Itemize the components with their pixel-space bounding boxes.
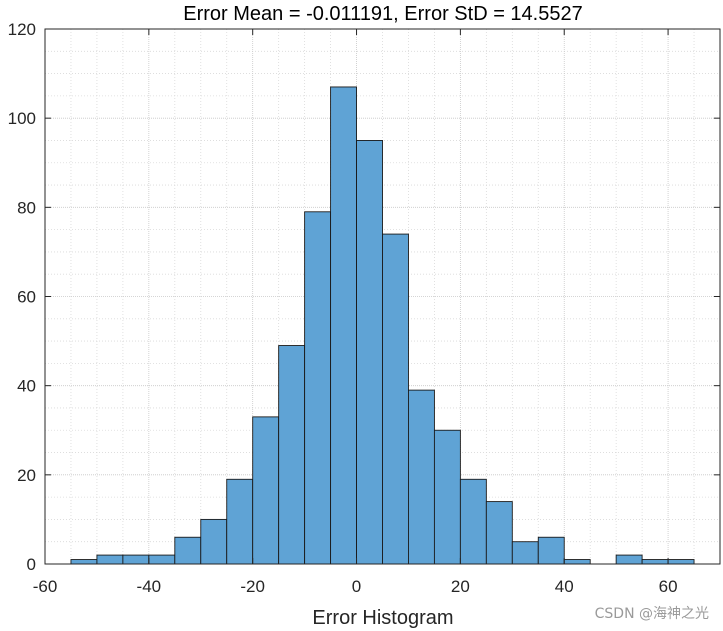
x-tick-label: -20 [240, 577, 265, 596]
y-tick-label: 100 [8, 109, 36, 128]
histogram-bars [70, 86, 695, 565]
x-tick-label: 60 [659, 577, 678, 596]
y-tick-label: 0 [27, 555, 36, 574]
histogram-bar [252, 416, 280, 565]
histogram-bar [356, 140, 383, 565]
x-axis-label: Error Histogram [312, 607, 453, 629]
histogram-bar [563, 559, 591, 565]
y-axis-ticks: 0 20 40 60 80 100 120 [8, 20, 720, 574]
y-tick-label: 120 [8, 20, 36, 39]
x-tick-label: -40 [137, 577, 162, 596]
histogram-bar [148, 554, 176, 565]
x-tick-label: 20 [451, 577, 470, 596]
histogram-bar [200, 518, 228, 565]
histogram-bar [122, 554, 150, 565]
histogram-bar [433, 429, 461, 565]
histogram-bar [96, 554, 124, 565]
histogram-bar [278, 345, 306, 565]
chart-title: Error Mean = -0.011191, Error StD = 14.5… [183, 3, 582, 25]
x-axis-ticks: -60 -40 -20 0 20 40 60 [33, 29, 678, 596]
y-tick-label: 80 [17, 198, 36, 217]
histogram-bar [382, 233, 409, 565]
y-tick-label: 40 [17, 377, 36, 396]
histogram-bar [485, 501, 513, 565]
x-tick-label: -60 [33, 577, 58, 596]
histogram-bar [537, 536, 565, 565]
histogram-bar [667, 559, 695, 565]
histogram-bar [174, 536, 202, 565]
histogram-bar [330, 86, 357, 565]
watermark: CSDN @海神之光 [594, 606, 709, 622]
histogram-bar [226, 478, 254, 565]
histogram-bar [408, 389, 435, 565]
y-tick-label: 60 [17, 288, 36, 307]
y-tick-label: 20 [17, 466, 36, 485]
histogram-bar [70, 559, 98, 565]
histogram-bar [459, 478, 487, 565]
histogram-bar [615, 554, 643, 565]
x-tick-label: 40 [555, 577, 574, 596]
histogram-bar [304, 211, 332, 565]
histogram-bar [511, 541, 539, 565]
histogram-bar [641, 559, 669, 565]
x-tick-label: 0 [352, 577, 361, 596]
